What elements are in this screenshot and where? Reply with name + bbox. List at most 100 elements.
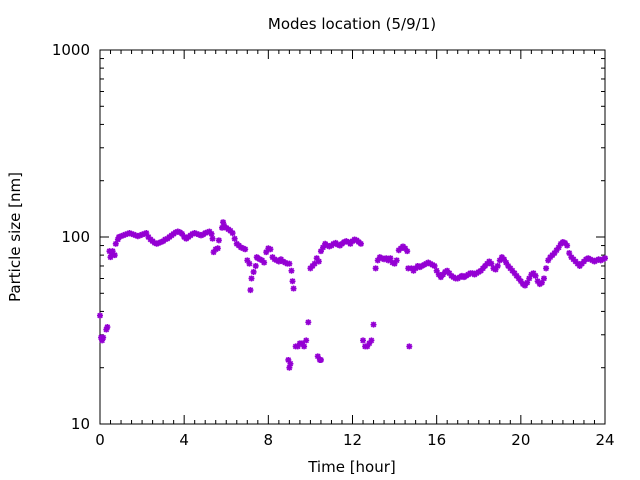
data-point (212, 246, 219, 253)
data-point (100, 334, 107, 341)
data-point (115, 234, 122, 240)
chart-title: Modes location (5/9/1) (268, 15, 436, 33)
data-point (364, 343, 371, 350)
data-point (437, 274, 444, 281)
data-point (317, 248, 324, 255)
x-tick-label: 20 (511, 431, 530, 449)
data-point (303, 337, 310, 344)
data-point (334, 241, 341, 248)
data-point (288, 267, 295, 274)
data-point (145, 234, 152, 240)
x-tick-label: 24 (595, 431, 614, 449)
data-point (534, 278, 541, 285)
data-point (250, 268, 257, 275)
data-point (391, 260, 398, 267)
data-point (543, 265, 550, 272)
data-point (118, 233, 125, 240)
x-tick-label: 8 (264, 431, 274, 449)
data-point (439, 271, 446, 278)
data-point (220, 219, 227, 226)
data-point (347, 240, 354, 247)
data-point (368, 337, 375, 344)
data-point (267, 246, 274, 253)
data-point (545, 257, 552, 264)
data-point (315, 258, 322, 265)
data-point (103, 326, 110, 333)
data-point (111, 252, 118, 259)
data-point (179, 230, 186, 237)
data-point (265, 245, 272, 252)
data-point (374, 257, 381, 264)
data-point (244, 257, 251, 264)
data-point (555, 244, 562, 251)
data-points (97, 219, 608, 371)
data-point (341, 239, 348, 246)
data-point (107, 254, 114, 261)
y-tick-label: 1000 (52, 41, 90, 59)
data-point (311, 260, 318, 267)
data-point (326, 243, 333, 250)
data-point (240, 245, 247, 252)
data-point (602, 255, 608, 262)
data-point (496, 257, 503, 264)
data-point (435, 271, 442, 278)
data-point (294, 343, 301, 350)
data-point (143, 230, 150, 237)
data-point (114, 236, 121, 243)
data-point (513, 272, 520, 279)
data-point (559, 239, 566, 246)
x-tick-label: 12 (343, 431, 362, 449)
data-point (299, 340, 305, 347)
data-point (134, 233, 141, 240)
data-point (158, 239, 165, 246)
data-point (287, 360, 294, 367)
data-point (410, 267, 417, 274)
data-point (247, 287, 254, 294)
data-point (372, 265, 379, 272)
x-tick-labels: 0 4 8 12 16 20 24 (95, 431, 614, 449)
data-point (501, 256, 507, 263)
data-point (517, 278, 524, 285)
data-point (153, 240, 160, 247)
data-point (406, 343, 413, 350)
data-point (488, 260, 495, 267)
data-point (246, 260, 253, 267)
data-point (285, 356, 292, 363)
data-point (524, 279, 531, 286)
data-point (210, 249, 217, 256)
data-point (305, 319, 312, 326)
data-point (317, 356, 324, 363)
data-point (553, 247, 560, 254)
data-point (320, 244, 327, 251)
data-point (564, 242, 571, 249)
data-point (477, 267, 484, 274)
data-point (301, 343, 308, 350)
data-point (444, 267, 451, 274)
x-axis-label: Time [hour] (307, 458, 396, 476)
data-point (566, 250, 573, 257)
plot-frame (99, 49, 606, 425)
data-point (408, 265, 415, 272)
data-point (231, 235, 238, 242)
data-point (366, 340, 373, 347)
data-point (509, 267, 516, 274)
data-point (104, 324, 111, 331)
data-point (507, 265, 514, 272)
data-point (360, 337, 367, 344)
y-axis-label: Particle size [nm] (6, 172, 24, 302)
data-point (530, 270, 537, 277)
data-point (551, 250, 558, 257)
data-point (404, 248, 411, 255)
major-ticks (99, 49, 606, 425)
data-point (162, 236, 169, 243)
data-point (446, 270, 453, 277)
data-point (313, 255, 320, 262)
data-point (387, 255, 394, 262)
x-tick-label: 0 (95, 431, 105, 449)
data-point (242, 246, 249, 253)
data-point (286, 364, 293, 371)
data-point (155, 239, 162, 246)
data-point (290, 285, 297, 292)
data-point (351, 236, 358, 243)
